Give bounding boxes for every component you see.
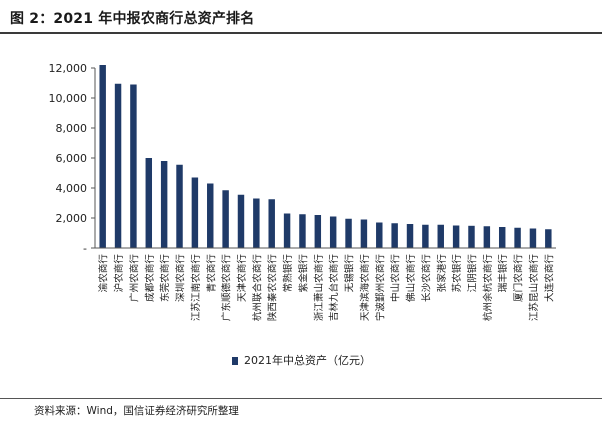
x-tick-label: 青农商行 bbox=[205, 254, 217, 293]
y-tick-label: 12,000 bbox=[49, 62, 88, 75]
bar bbox=[237, 194, 245, 248]
bar bbox=[130, 84, 137, 248]
legend: 2021年中总资产（亿元） bbox=[232, 353, 371, 367]
x-tick-label: 渝农商行 bbox=[98, 254, 110, 293]
x-tick-label: 陕西秦农农商行 bbox=[267, 254, 279, 322]
bar bbox=[207, 183, 214, 248]
x-tick-label: 江阴银行 bbox=[466, 254, 478, 293]
bar bbox=[376, 222, 383, 248]
bar bbox=[299, 214, 306, 248]
x-tick-label: 江苏昆山农商行 bbox=[528, 254, 540, 322]
x-tick-label: 东莞农商行 bbox=[159, 254, 171, 302]
x-tick-label: 江苏江南农商行 bbox=[190, 254, 202, 322]
bar bbox=[160, 161, 168, 248]
chart-area: - 2,000 4,000 6,000 8,000 10,000 12,000 渝农商行 沪农… bbox=[0, 34, 602, 394]
y-tick-label: 10,000 bbox=[49, 92, 88, 105]
x-tick-label: 佛山农商行 bbox=[405, 254, 417, 302]
x-tick-label: 杭州联合农商行 bbox=[251, 254, 263, 322]
bars bbox=[99, 65, 552, 248]
x-tick-label: 天津滨海农商行 bbox=[359, 254, 371, 322]
bar bbox=[253, 198, 260, 248]
legend-label: 2021年中总资产（亿元） bbox=[244, 353, 371, 367]
header: 图 2：2021 年中报农商行总资产排名 bbox=[0, 0, 602, 34]
bar bbox=[529, 228, 537, 248]
x-axis: 渝农商行 沪农商行 广州农商行 成都农商行 东莞农商行 深圳农商行 江苏江南农商行 青农商行广… bbox=[95, 247, 556, 322]
y-tick-label: 6,000 bbox=[56, 152, 88, 165]
bar bbox=[345, 218, 352, 248]
x-tick-label: 苏农银行 bbox=[451, 254, 463, 293]
bar bbox=[483, 226, 491, 248]
x-tick-label: 深圳农商行 bbox=[175, 254, 187, 302]
x-tick-label: 无锡银行 bbox=[344, 254, 356, 293]
bar bbox=[452, 225, 460, 248]
bar bbox=[191, 177, 199, 248]
footer-divider bbox=[0, 398, 602, 399]
bar bbox=[360, 219, 368, 248]
chart-title: 图 2：2021 年中报农商行总资产排名 bbox=[10, 11, 255, 27]
x-tick-label: 常熟银行 bbox=[282, 254, 294, 293]
bar bbox=[437, 224, 444, 248]
x-tick-label: 长沙农商行 bbox=[420, 254, 432, 302]
bar bbox=[314, 215, 322, 248]
bar bbox=[99, 65, 106, 248]
x-tick-label: 广东顺德农商行 bbox=[221, 254, 233, 322]
bar bbox=[145, 158, 153, 248]
bar bbox=[268, 199, 275, 248]
x-tick-label: 天津农商行 bbox=[236, 254, 248, 302]
x-tick-label: 张家港行 bbox=[436, 254, 448, 293]
x-tick-label: 厦门农商行 bbox=[513, 254, 525, 302]
x-tick-label: 广州农商行 bbox=[128, 254, 140, 302]
x-tick-label: 杭州余杭农商行 bbox=[482, 254, 494, 322]
source-note: 资料来源：Wind，国信证券经济研究所整理 bbox=[34, 405, 239, 417]
x-tick-label: 瑞丰银行 bbox=[497, 254, 509, 293]
bar bbox=[176, 164, 183, 248]
y-tick-label: 4,000 bbox=[56, 182, 88, 195]
y-tick-label: - bbox=[83, 242, 87, 255]
x-tick-label: 成都农商行 bbox=[144, 254, 156, 302]
legend-swatch bbox=[232, 357, 238, 365]
x-tick-label: 紫金银行 bbox=[297, 254, 309, 293]
bar bbox=[422, 224, 429, 248]
bar bbox=[406, 224, 414, 248]
x-tick-label: 宁波鄞州农商行 bbox=[374, 254, 386, 322]
bar bbox=[514, 227, 521, 248]
x-tick-label: 大连农商行 bbox=[543, 254, 555, 302]
bar bbox=[498, 227, 506, 248]
x-tick-label: 吉林九台农商行 bbox=[328, 254, 340, 322]
bar bbox=[391, 223, 398, 248]
y-tick-label: 8,000 bbox=[56, 122, 88, 135]
bar bbox=[545, 229, 552, 248]
x-tick-label: 沪农商行 bbox=[113, 254, 125, 293]
x-tick-label: 中山农商行 bbox=[390, 254, 402, 302]
bar bbox=[114, 83, 122, 248]
y-axis: - 2,000 4,000 6,000 8,000 10,000 12,000 bbox=[49, 62, 96, 255]
bar bbox=[468, 225, 475, 248]
bar-chart: - 2,000 4,000 6,000 8,000 10,000 12,000 渝农商行 沪农… bbox=[49, 62, 556, 367]
bar bbox=[222, 190, 229, 248]
x-tick-label: 浙江萧山农商行 bbox=[313, 254, 325, 322]
y-tick-label: 2,000 bbox=[56, 212, 88, 225]
bar bbox=[283, 213, 291, 248]
bar bbox=[329, 216, 337, 248]
